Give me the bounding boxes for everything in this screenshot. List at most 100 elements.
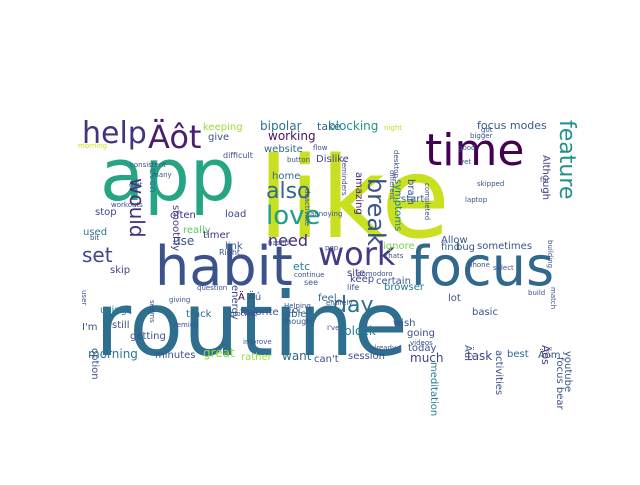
word-cloud-word: Helping [284, 302, 311, 310]
word-cloud-word: deactivate [303, 189, 311, 226]
word-cloud-word: activities [493, 350, 504, 395]
word-cloud-word: brain [405, 179, 416, 205]
word-cloud-word: night [384, 124, 402, 132]
word-cloud-word: annoying [310, 210, 342, 218]
word-cloud-word: favorite [240, 307, 279, 318]
word-cloud-word: far [540, 176, 550, 184]
word-cloud-word: track [186, 309, 212, 320]
word-cloud-word: different [388, 170, 396, 200]
word-cloud-word: edit [129, 181, 143, 189]
word-cloud-word: bug [456, 242, 475, 253]
word-cloud-word: youtube [562, 351, 573, 392]
word-cloud-word: got [481, 126, 493, 134]
word-cloud-word: question [197, 284, 227, 292]
word-cloud-word: lot [448, 293, 461, 304]
word-cloud-word: seems [148, 300, 156, 323]
word-cloud-word: also [266, 179, 311, 204]
word-cloud-word: great [203, 346, 235, 360]
word-cloud-word: give [208, 132, 229, 143]
word-cloud-word: set [82, 243, 113, 267]
word-cloud-word: like [258, 134, 450, 264]
word-cloud-word: continue [294, 271, 324, 279]
word-cloud-word: want [282, 349, 312, 363]
word-cloud-word: blocked [230, 310, 257, 318]
word-cloud-word: minutes [155, 350, 195, 361]
word-cloud-word: desktop [392, 150, 400, 178]
word-cloud-word: I've [327, 324, 339, 332]
word-cloud-word: Äôs [539, 345, 552, 365]
word-cloud-word: work [318, 235, 396, 273]
word-cloud-word: match [549, 287, 557, 309]
word-cloud-word: bigger [470, 132, 493, 140]
word-cloud-word: bipolar [260, 119, 302, 133]
word-cloud-word: can't [314, 354, 339, 365]
word-cloud-word: help [82, 116, 147, 151]
word-cloud-word: reminders [340, 160, 348, 196]
word-cloud-word: based [268, 239, 289, 247]
word-cloud-word: ÄúI [462, 345, 475, 361]
word-cloud-word: find [441, 242, 460, 253]
word-cloud-word: Äôm [538, 348, 561, 361]
word-cloud-word: morning [88, 347, 138, 361]
word-cloud-word: website [264, 144, 303, 155]
word-cloud-word: love [266, 201, 321, 231]
word-cloud-word: ignore [383, 241, 415, 252]
word-cloud-word: though [283, 317, 311, 326]
word-cloud-word: going [407, 328, 435, 339]
word-cloud-word: Right [219, 248, 240, 257]
word-cloud-word: working [268, 129, 316, 143]
word-cloud-word: build [528, 289, 545, 297]
word-cloud-word: link [225, 241, 243, 252]
word-cloud-background [74, 112, 574, 368]
word-cloud-word: Although [540, 155, 551, 200]
word-cloud-word: often [170, 210, 196, 221]
word-cloud-word: still [112, 320, 129, 331]
word-cloud-word: able [285, 309, 306, 320]
word-cloud-word: Dislike [316, 154, 349, 165]
word-cloud-word: phone [468, 261, 490, 269]
word-cloud-word: flow [313, 144, 328, 152]
word-cloud-word: wish [393, 318, 416, 329]
word-cloud-word: Allow [441, 235, 468, 246]
word-cloud-word: LOL [289, 307, 302, 315]
word-cloud-word: I'm [82, 322, 97, 333]
word-cloud-word: Äú [248, 290, 261, 303]
word-cloud-word: button [287, 156, 310, 164]
word-cloud-word: use [173, 234, 194, 248]
word-cloud-word: good [458, 144, 475, 152]
word-cloud-word: videos [410, 339, 433, 347]
word-cloud-word: etc [293, 260, 310, 273]
word-cloud-word: feel [318, 293, 337, 304]
word-cloud-word: already [370, 344, 396, 352]
word-cloud-word: improve [243, 338, 272, 346]
word-cloud-word: basic [472, 307, 498, 318]
word-cloud-word: focus [410, 235, 554, 298]
word-cloud-word: session [348, 351, 385, 362]
word-cloud-word: start [401, 194, 424, 205]
word-cloud-word: take [317, 120, 341, 133]
word-cloud-word: blocking [328, 119, 378, 133]
word-cloud-word: site [347, 268, 365, 279]
word-cloud-word: need [268, 231, 308, 250]
word-cloud-word: much [410, 351, 444, 365]
word-cloud-word: keep [350, 274, 374, 285]
word-cloud-word: difficult [223, 151, 253, 160]
word-cloud-word: home [272, 171, 300, 182]
word-cloud-word: load [225, 209, 246, 220]
word-cloud-word: focus bear [554, 357, 565, 410]
word-cloud-word: yet [460, 158, 471, 166]
word-cloud-word: select [493, 264, 514, 272]
word-cloud-word: browser [384, 282, 425, 293]
word-cloud-word: task [467, 349, 492, 363]
word-cloud-word: keeping [203, 122, 243, 133]
word-cloud-word: bit [90, 234, 99, 242]
word-cloud-word: really [183, 225, 211, 236]
word-cloud-word: timer [203, 230, 231, 241]
word-cloud-word: Ä [238, 290, 245, 303]
word-cloud-word: amazing [353, 172, 364, 215]
word-cloud-word: even [147, 168, 158, 193]
word-cloud-word: option [89, 348, 100, 380]
word-cloud-word: sometimes [477, 241, 532, 252]
word-cloud-word: user [80, 290, 88, 305]
